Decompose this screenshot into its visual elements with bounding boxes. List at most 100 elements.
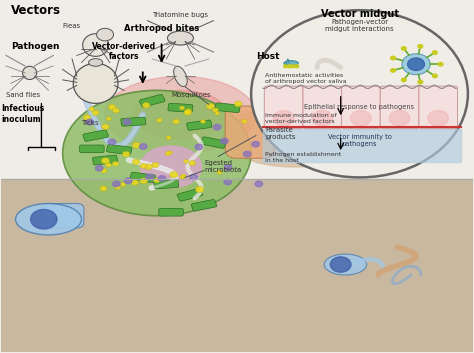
FancyBboxPatch shape [41,204,84,228]
Circle shape [185,109,191,113]
Circle shape [418,80,423,84]
Text: Pathogen establishment
in the host: Pathogen establishment in the host [265,151,342,163]
FancyBboxPatch shape [201,137,226,148]
Circle shape [432,74,437,78]
FancyBboxPatch shape [130,172,155,183]
Circle shape [143,102,150,108]
Circle shape [152,162,159,168]
Circle shape [139,144,147,149]
Ellipse shape [223,104,364,167]
Circle shape [113,181,120,187]
Ellipse shape [133,90,228,139]
Circle shape [391,56,395,60]
Circle shape [170,172,178,178]
Circle shape [273,110,294,126]
Text: Immune modulation of
vector-derived factors: Immune modulation of vector-derived fact… [265,113,337,124]
Circle shape [242,119,247,124]
Circle shape [108,104,116,110]
Circle shape [181,174,186,178]
Ellipse shape [251,10,468,178]
Circle shape [156,118,162,122]
Circle shape [100,186,107,191]
FancyBboxPatch shape [139,95,165,107]
Circle shape [220,138,228,144]
Text: Pathogen-vector
midgut interactions: Pathogen-vector midgut interactions [325,19,394,32]
Circle shape [255,181,263,187]
Circle shape [402,54,430,74]
Text: Epithelial response to pathogens: Epithelial response to pathogens [304,104,415,110]
Circle shape [180,175,185,179]
Circle shape [108,139,116,145]
Circle shape [146,174,154,180]
Ellipse shape [73,63,118,103]
Circle shape [113,108,119,113]
Text: Sand flies: Sand flies [6,92,40,98]
Text: Ticks: Ticks [82,120,99,126]
Ellipse shape [173,66,187,86]
Bar [1,179,473,352]
Circle shape [295,65,299,68]
Circle shape [224,179,231,185]
Text: Vector-derived
factors: Vector-derived factors [92,42,156,61]
Circle shape [120,182,126,186]
Bar [1,3,473,179]
Circle shape [173,119,180,124]
FancyBboxPatch shape [83,130,109,142]
FancyBboxPatch shape [107,144,132,155]
Ellipse shape [63,90,251,216]
Ellipse shape [16,204,82,235]
Ellipse shape [105,76,256,153]
Circle shape [252,142,259,147]
Ellipse shape [284,61,298,66]
Text: Egested
microbiota: Egested microbiota [204,160,241,173]
Text: Vectors: Vectors [11,4,61,17]
Circle shape [224,164,232,170]
Circle shape [133,142,141,148]
Circle shape [312,110,333,126]
Ellipse shape [23,66,36,79]
FancyBboxPatch shape [168,103,193,112]
Circle shape [189,161,196,166]
Circle shape [115,185,120,190]
Circle shape [217,170,222,174]
Circle shape [215,112,219,115]
Ellipse shape [140,146,201,188]
Circle shape [100,168,107,173]
Circle shape [106,117,111,120]
Circle shape [206,103,214,109]
Circle shape [89,107,94,111]
Text: Fleas: Fleas [63,23,81,29]
Circle shape [31,209,57,229]
Circle shape [154,178,160,183]
Ellipse shape [89,59,103,66]
FancyBboxPatch shape [154,180,179,189]
Circle shape [165,151,171,156]
FancyBboxPatch shape [80,145,104,153]
Circle shape [401,78,406,82]
Circle shape [432,51,437,54]
Circle shape [124,178,132,184]
Text: Host: Host [256,52,279,61]
Circle shape [97,28,114,41]
Circle shape [122,151,130,157]
Circle shape [180,106,184,110]
FancyBboxPatch shape [191,199,217,211]
Circle shape [418,44,423,48]
Circle shape [83,115,91,120]
Text: Arthropod bites: Arthropod bites [124,24,199,33]
FancyBboxPatch shape [342,86,380,128]
Circle shape [145,164,153,170]
Circle shape [140,178,147,184]
Circle shape [158,176,166,181]
Circle shape [243,151,251,157]
Circle shape [166,136,171,139]
Circle shape [167,151,173,154]
Circle shape [389,110,410,126]
Circle shape [234,101,242,107]
FancyBboxPatch shape [264,86,303,128]
Text: Parasite
products: Parasite products [265,127,296,140]
Text: Antihemostatic activities
of arthropod vector saliva: Antihemostatic activities of arthropod v… [265,73,347,84]
FancyBboxPatch shape [187,120,212,130]
Text: Vector immunity to
pathogens: Vector immunity to pathogens [328,134,392,147]
FancyBboxPatch shape [177,189,203,201]
